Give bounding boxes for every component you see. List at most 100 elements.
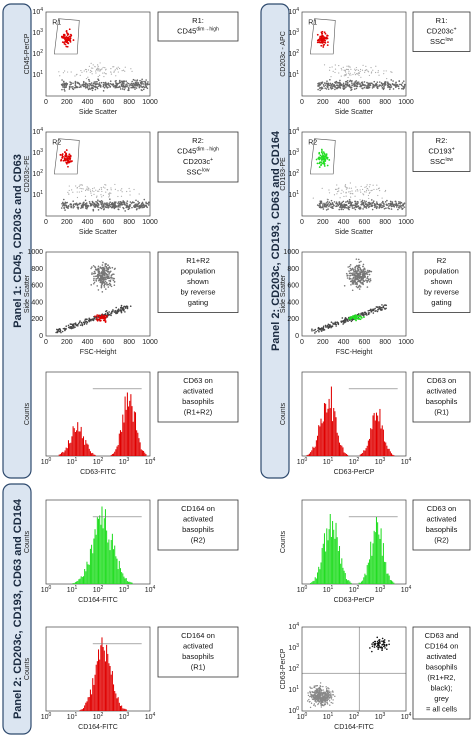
- event-dot: [111, 266, 114, 269]
- tick-label: 1000: [142, 219, 158, 226]
- hist-bar: [92, 452, 94, 456]
- event-dot: [325, 82, 328, 85]
- event-dot: [320, 702, 323, 704]
- plot: [301, 499, 407, 585]
- event-dot: [387, 207, 389, 209]
- event-dot: [65, 149, 68, 151]
- event-dot: [314, 699, 316, 701]
- event-dot: [362, 283, 364, 286]
- event-dot: [376, 202, 379, 205]
- x-axis-label: Side Scatter: [79, 109, 118, 116]
- event-dot: [130, 202, 133, 204]
- hist-bar: [311, 450, 313, 456]
- event-dot: [384, 189, 387, 192]
- tick-label: 400: [82, 339, 94, 346]
- event-dot: [370, 205, 372, 208]
- event-dot: [349, 193, 351, 195]
- hist-bar: [310, 582, 312, 584]
- plot: [301, 371, 407, 457]
- tick-base: 10: [288, 9, 296, 16]
- event-dot: [62, 37, 65, 39]
- event-dot: [108, 193, 110, 195]
- hist-bar: [332, 521, 334, 584]
- hist-bar: [132, 421, 134, 456]
- event-dot: [92, 208, 95, 211]
- event-dot: [368, 186, 371, 188]
- note-segment: R2:: [436, 136, 448, 145]
- note-segment: CD63 on: [427, 376, 457, 385]
- event-dot: [104, 316, 107, 319]
- event-dot: [134, 79, 136, 82]
- event-dot: [383, 643, 386, 646]
- event-dot: [336, 203, 339, 205]
- event-dot: [349, 277, 351, 280]
- tick-base: 10: [32, 9, 40, 16]
- event-dot: [320, 694, 322, 697]
- hist-bar: [381, 425, 383, 456]
- event-dot: [318, 161, 321, 164]
- hist-bar: [360, 453, 362, 456]
- event-dot: [101, 201, 104, 203]
- panel-bar: [260, 3, 290, 479]
- event-dot: [352, 193, 354, 195]
- event-dot: [362, 265, 364, 268]
- event-dot: [105, 191, 107, 193]
- hist-bar: [321, 423, 323, 456]
- event-dot: [90, 267, 92, 270]
- tick-sup: 2: [357, 585, 360, 591]
- event-dot: [133, 206, 136, 208]
- event-dot: [97, 190, 99, 192]
- event-dot: [111, 205, 114, 208]
- hist-bar: [323, 533, 325, 584]
- event-dot: [358, 72, 361, 74]
- hist-bar: [370, 428, 372, 456]
- tick-base: 10: [297, 714, 305, 721]
- event-dot: [322, 154, 324, 157]
- event-dot: [63, 70, 66, 72]
- event-dot: [325, 688, 328, 690]
- note-segment: R2: [437, 256, 447, 265]
- hist-bar: [122, 573, 124, 584]
- note-segment: gating: [431, 298, 451, 307]
- event-dot: [108, 196, 110, 198]
- event-dot: [383, 70, 385, 72]
- event-dot: [122, 80, 124, 83]
- event-dot: [110, 192, 112, 194]
- note-text: (R2): [191, 536, 206, 545]
- tick-base: 10: [323, 587, 331, 594]
- note-segment: (R1+R2,: [427, 673, 455, 682]
- event-dot: [113, 268, 116, 270]
- event-dot: [64, 90, 66, 92]
- event-dot: [81, 324, 84, 327]
- event-dot: [98, 271, 100, 274]
- event-dot: [398, 200, 400, 203]
- event-dot: [319, 696, 321, 699]
- event-dot: [348, 84, 351, 86]
- event-dot: [374, 307, 376, 310]
- hist-bar: [114, 545, 116, 584]
- event-dot: [109, 198, 111, 200]
- event-dot: [115, 84, 118, 87]
- event-dot: [343, 284, 346, 287]
- event-dot: [334, 323, 337, 326]
- hist-bar: [393, 455, 395, 456]
- event-dot: [320, 161, 323, 164]
- event-dot: [343, 319, 345, 322]
- event-dot: [324, 87, 326, 89]
- event-dot: [96, 195, 98, 197]
- hist-bar: [116, 446, 118, 456]
- event-dot: [390, 208, 393, 210]
- tick-label: 200: [317, 99, 329, 106]
- event-dot: [58, 328, 61, 330]
- event-dot: [320, 148, 323, 151]
- note-text: shown: [187, 277, 209, 286]
- event-dot: [97, 203, 100, 205]
- event-dot: [401, 208, 404, 210]
- hist-bar: [390, 453, 393, 456]
- event-dot: [324, 702, 326, 704]
- hist-bar: [111, 671, 113, 711]
- tick-label: 102: [349, 457, 360, 466]
- event-dot: [385, 207, 387, 210]
- event-dot: [109, 80, 112, 82]
- event-dot: [345, 71, 347, 73]
